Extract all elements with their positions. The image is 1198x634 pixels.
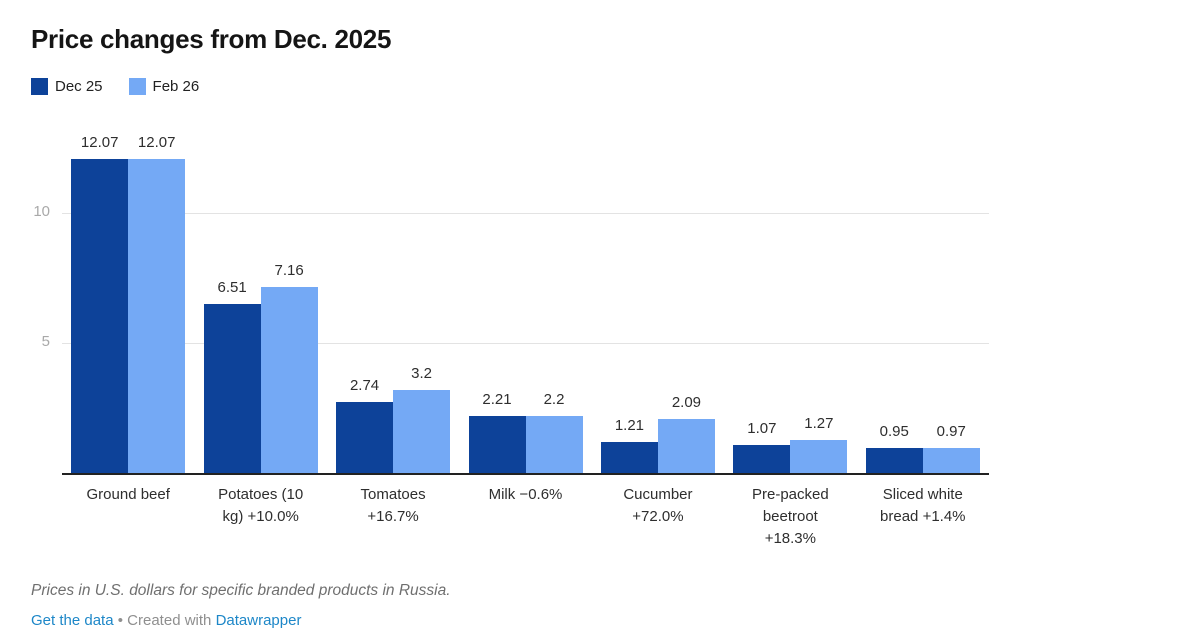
bar-value-label: 7.16 [274,261,304,279]
legend-item-feb26: Feb 26 [128,78,200,95]
category-label: Milk −0.6% [488,486,563,503]
category-label: Sliced white bread +1.4% [880,486,966,525]
bar-feb26-1 [260,286,318,473]
category-label: Pre-packed beetroot +18.3% [751,486,829,547]
bar-dec25-5 [733,445,791,473]
legend-item-dec25: Dec 25 [31,78,103,95]
bar-value-label: 1.27 [804,414,834,432]
bar-feb26-3 [525,415,583,473]
separator-dot: • [117,612,123,629]
x-axis-line [62,473,989,475]
y-axis-tick-10: 10 [33,203,50,220]
category-label: Cucumber +72.0% [623,486,693,525]
bar-value-label: 3.2 [411,364,432,382]
bar-dec25-6 [865,448,923,473]
bar-feb26-5 [790,439,848,473]
bar-feb26-2 [393,389,451,473]
bar-value-label: 0.95 [879,423,909,441]
category-label: Potatoes (10 kg) +10.0% [218,486,304,525]
category-label: Ground beef [86,486,170,503]
datawrapper-link[interactable]: Datawrapper [215,612,302,629]
bar-dec25-2 [336,401,394,473]
chart-notes: Prices in U.S. dollars for specific bran… [31,582,451,599]
legend-label-dec25: Dec 25 [55,78,103,95]
bar-dec25-4 [600,441,658,473]
bar-value-label: 12.07 [80,134,119,152]
bar-dec25-0 [71,159,129,473]
bar-feb26-6 [922,447,980,473]
category-label: Tomatoes +16.7% [360,486,426,525]
bar-value-label: 1.21 [614,416,645,434]
bar-value-label: 1.07 [747,420,777,438]
gridline-5 [62,343,989,344]
legend: Dec 25 Feb 26 [31,78,199,95]
bar-value-label: 6.51 [217,278,247,296]
created-with-text: Created with [127,612,212,629]
bar-value-label: 0.97 [936,422,966,440]
bar-feb26-4 [657,418,715,473]
bar-value-label: 12.07 [137,134,176,152]
legend-swatch-feb26 [128,78,146,95]
legend-swatch-dec25 [31,78,48,95]
bar-dec25-1 [203,303,261,473]
bar-value-label: 2.21 [482,390,512,408]
chart-title: Price changes from Dec. 2025 [31,24,392,54]
bar-value-label: 2.74 [349,376,380,394]
bar-dec25-3 [468,415,526,473]
get-the-data-link[interactable]: Get the data [31,612,114,629]
gridline-10 [62,213,989,214]
bar-feb26-0 [128,159,186,473]
bar-value-label: 2.09 [671,393,702,411]
bar-value-label: 2.2 [543,390,565,408]
chart-byline: Get the data • Created with Datawrapper [31,612,301,629]
y-axis-tick-5: 5 [41,333,50,350]
legend-label-feb26: Feb 26 [152,78,200,95]
